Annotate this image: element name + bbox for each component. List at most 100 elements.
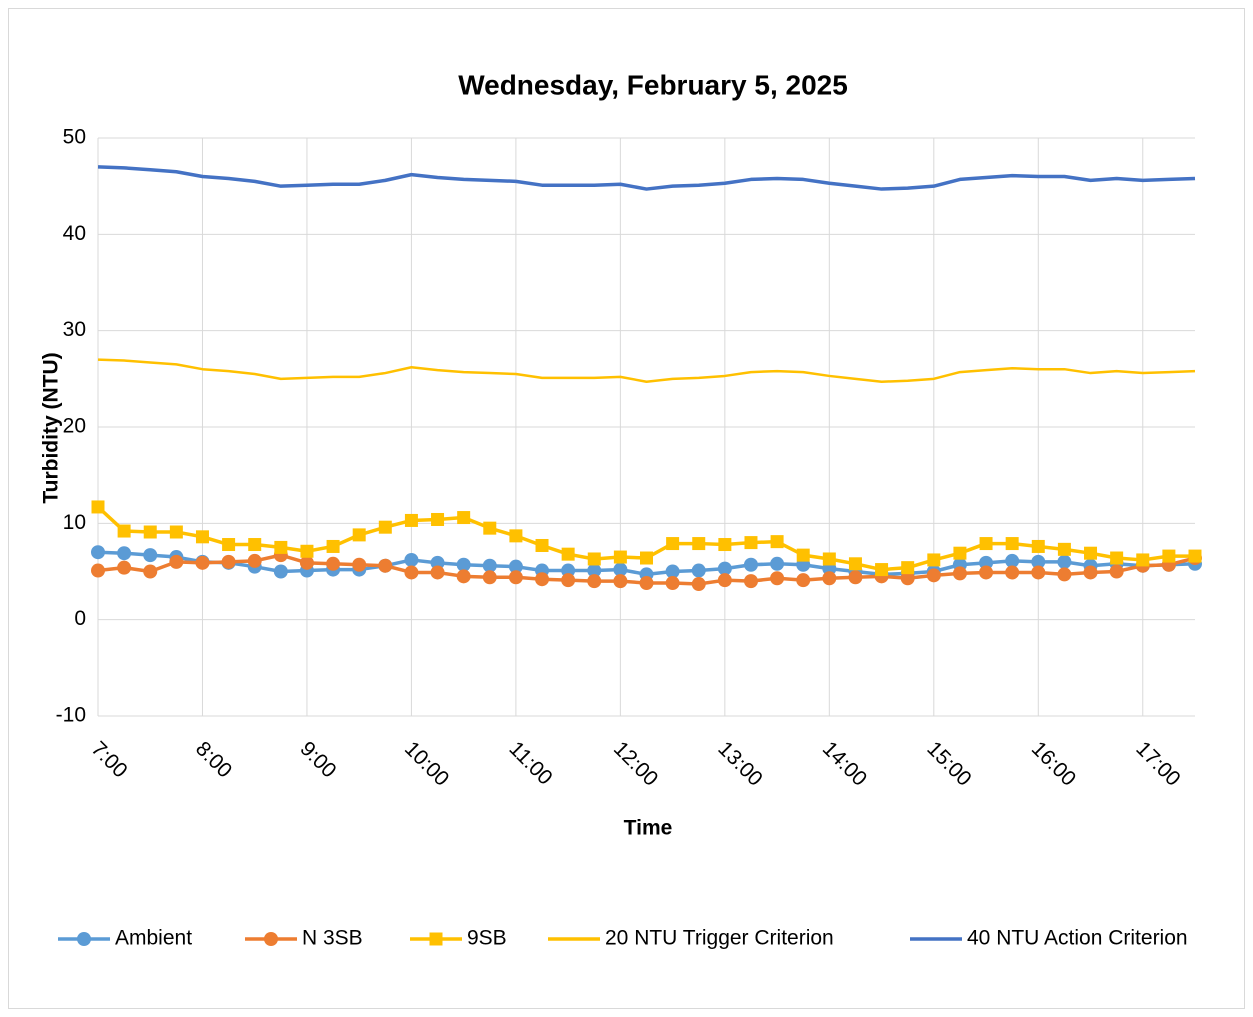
data-point: [352, 557, 367, 572]
data-point: [274, 540, 288, 554]
y-tick-label: 10: [63, 511, 86, 534]
data-point: [927, 553, 941, 567]
y-tick-label: 30: [63, 318, 86, 341]
data-point: [561, 547, 575, 561]
data-point: [1005, 565, 1020, 580]
data-point: [456, 569, 471, 584]
data-point: [1031, 539, 1045, 553]
data-point: [482, 570, 497, 585]
y-tick-label: 40: [63, 222, 86, 245]
data-point: [247, 553, 262, 568]
data-point: [691, 577, 706, 592]
x-axis-title: Time: [624, 817, 673, 840]
chart-frame: [8, 8, 1245, 1009]
data-point: [926, 568, 941, 583]
data-point: [221, 554, 236, 569]
legend-marker: [264, 932, 278, 946]
data-point: [430, 555, 445, 570]
data-point: [901, 561, 915, 575]
data-point: [326, 556, 341, 571]
data-point: [508, 559, 523, 574]
data-point: [587, 574, 602, 589]
y-axis-title: Turbidity (NTU): [40, 352, 63, 503]
data-point: [195, 530, 209, 544]
data-point: [431, 512, 445, 526]
chart-title: Wednesday, February 5, 2025: [458, 69, 848, 100]
legend-marker: [429, 932, 443, 946]
legend-label: Ambient: [115, 927, 192, 950]
data-point: [1031, 565, 1046, 580]
data-point: [979, 565, 994, 580]
data-point: [718, 538, 732, 552]
data-point: [717, 561, 732, 576]
data-point: [1188, 549, 1202, 563]
data-point: [117, 524, 131, 538]
data-point: [640, 551, 653, 565]
data-point: [456, 557, 471, 572]
data-point: [378, 558, 393, 573]
legend-marker: [77, 932, 91, 946]
data-point: [666, 537, 680, 551]
y-tick-label: 20: [63, 415, 86, 438]
data-point: [796, 573, 811, 588]
data-point: [169, 525, 183, 539]
data-point: [561, 573, 576, 588]
data-point: [195, 555, 210, 570]
data-point: [587, 563, 602, 578]
data-point: [248, 538, 262, 552]
data-point: [143, 548, 158, 563]
data-point: [482, 558, 497, 573]
data-point: [953, 546, 967, 560]
data-point: [299, 555, 314, 570]
data-point: [508, 570, 523, 585]
data-point: [822, 552, 836, 566]
data-point: [483, 521, 497, 535]
data-point: [900, 571, 915, 586]
data-point: [1162, 549, 1176, 563]
data-point: [796, 548, 810, 562]
data-point: [1005, 537, 1019, 551]
data-point: [143, 564, 158, 579]
data-point: [117, 546, 132, 561]
data-point: [509, 529, 523, 543]
data-point: [665, 576, 680, 591]
data-point: [1083, 565, 1098, 580]
data-point: [848, 570, 863, 585]
data-point: [143, 525, 157, 539]
data-point: [1005, 553, 1020, 568]
y-tick-label: 0: [74, 607, 86, 630]
data-point: [691, 563, 706, 578]
data-point: [952, 566, 967, 581]
data-point: [848, 557, 862, 571]
data-point: [875, 563, 889, 577]
data-point: [1110, 551, 1124, 565]
data-point: [743, 557, 758, 572]
data-point: [430, 565, 445, 580]
data-point: [457, 511, 471, 525]
data-point: [979, 537, 993, 551]
data-point: [91, 500, 105, 514]
data-point: [743, 574, 758, 589]
data-point: [692, 537, 706, 551]
data-point: [770, 535, 784, 549]
data-point: [613, 550, 627, 564]
data-point: [587, 552, 601, 566]
data-point: [1136, 553, 1150, 567]
data-point: [273, 564, 288, 579]
data-point: [1057, 567, 1072, 582]
data-point: [404, 552, 419, 567]
data-point: [1031, 554, 1046, 569]
data-point: [326, 539, 340, 553]
data-point: [404, 513, 418, 527]
data-point: [613, 562, 628, 577]
legend-label: N 3SB: [302, 927, 363, 950]
data-point: [639, 576, 654, 591]
data-point: [822, 571, 837, 586]
data-point: [613, 574, 628, 589]
data-point: [91, 563, 105, 578]
data-point: [91, 545, 105, 560]
legend-label: 9SB: [467, 927, 507, 950]
data-point: [378, 520, 392, 534]
data-point: [665, 564, 680, 579]
